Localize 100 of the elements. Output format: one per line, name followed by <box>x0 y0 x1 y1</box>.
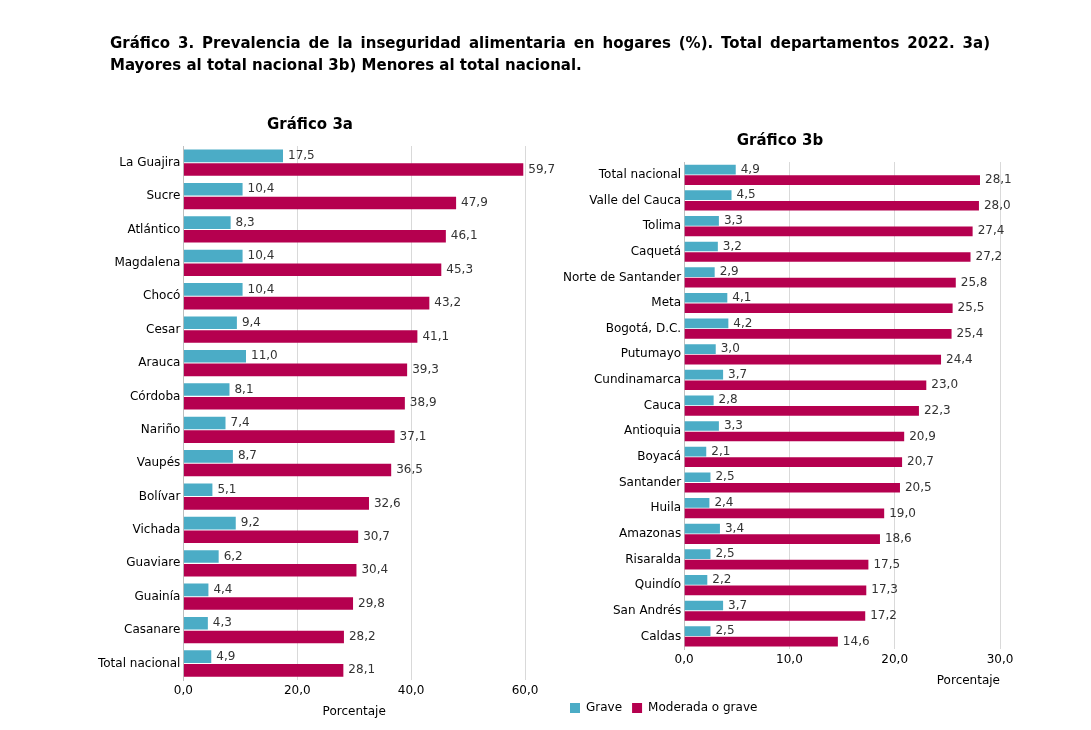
bar <box>684 216 719 226</box>
data-label: 2,2 <box>712 571 732 586</box>
data-label: 43,2 <box>434 295 462 310</box>
bar <box>684 549 711 560</box>
y-tick-label: Valle del Cauca <box>589 192 682 207</box>
bar <box>684 344 716 354</box>
bar <box>684 508 885 519</box>
data-label: 19,0 <box>889 505 916 520</box>
y-tick-label: Antioquia <box>624 423 682 438</box>
bar <box>684 559 869 570</box>
data-label: 9,4 <box>241 314 261 329</box>
data-label: 47,9 <box>461 195 488 210</box>
data-label: 17,3 <box>871 582 899 597</box>
chart-title: Gráfico 3a <box>267 114 353 133</box>
data-label: 11,0 <box>251 348 278 363</box>
bar <box>684 446 707 457</box>
data-label: 17,2 <box>870 608 897 623</box>
bar <box>684 472 711 483</box>
data-label: 4,5 <box>736 187 756 202</box>
bar <box>684 318 729 329</box>
bar <box>684 267 715 277</box>
bar <box>183 430 395 443</box>
bar <box>684 585 867 596</box>
data-label: 24,4 <box>946 351 973 366</box>
bar <box>183 664 344 677</box>
bar <box>684 523 720 534</box>
data-label: 3,4 <box>724 520 745 535</box>
y-tick-label: Meta <box>651 295 682 310</box>
y-tick-label: Total nacional <box>96 655 181 670</box>
bar <box>684 164 736 175</box>
bar <box>684 626 711 636</box>
data-label: 3,0 <box>720 341 740 356</box>
y-tick-label: Putumayo <box>620 346 682 361</box>
legend-label: Moderada o grave <box>648 700 758 715</box>
y-tick-label: Guainía <box>134 588 181 603</box>
data-label: 46,1 <box>450 228 478 243</box>
bar <box>684 252 971 262</box>
data-label: 4,3 <box>212 615 232 630</box>
bar <box>183 182 243 196</box>
data-label: 2,8 <box>718 392 738 407</box>
text: Gráfico 3. Prevalencia de la inseguridad alimentaria en hogares (%). Total departamentos 2022. 3a) Mayores al total nacional 3b) Menores al total nacional. <box>110 33 990 76</box>
data-label: 20,7 <box>907 454 934 469</box>
data-label: 3,3 <box>723 212 743 227</box>
data-label: 17,5 <box>873 556 901 571</box>
bar <box>183 283 243 296</box>
data-label: 2,9 <box>719 264 739 279</box>
chart-title: Gráfico 3b <box>736 130 824 149</box>
x-axis-title: Porcentaje <box>322 703 386 718</box>
bar <box>684 600 724 611</box>
data-label: 3,7 <box>728 597 748 612</box>
data-label: 28,0 <box>983 197 1011 212</box>
x-tick-label: 30,0 <box>986 651 1014 666</box>
data-label: 4,2 <box>733 315 753 330</box>
data-label: 4,9 <box>216 648 236 663</box>
bar <box>183 349 246 363</box>
bar <box>183 230 446 243</box>
data-label: 18,6 <box>884 531 912 546</box>
bar <box>183 249 243 263</box>
data-label: 28,2 <box>348 629 376 644</box>
bar <box>684 534 880 544</box>
data-label: 8,3 <box>235 214 255 229</box>
bar <box>684 226 973 237</box>
data-label: 5,1 <box>217 481 237 496</box>
y-tick-label: Magdalena <box>114 254 181 269</box>
data-label: 22,3 <box>923 402 951 417</box>
bar <box>684 482 900 493</box>
data-label: 8,7 <box>237 448 257 463</box>
data-label: 2,1 <box>711 443 731 458</box>
bar <box>183 497 369 510</box>
data-label: 3,3 <box>723 418 743 433</box>
bar <box>183 383 230 396</box>
data-label: 28,1 <box>348 662 376 677</box>
bar <box>684 369 724 380</box>
y-tick-label: Santander <box>618 474 682 489</box>
bar <box>183 516 236 530</box>
data-label: 38,9 <box>409 395 437 410</box>
bar <box>183 583 209 597</box>
data-label: 23,0 <box>931 377 959 392</box>
data-label: 10,4 <box>247 281 275 296</box>
bar <box>183 396 405 410</box>
bar <box>684 277 956 288</box>
data-label: 3,7 <box>728 366 748 381</box>
y-tick-label: Nariño <box>140 421 181 436</box>
data-label: 10,4 <box>247 248 275 263</box>
bar <box>183 463 392 477</box>
data-label: 27,2 <box>975 249 1003 264</box>
data-label: 28,1 <box>985 172 1012 187</box>
y-tick-label: Bolívar <box>138 488 181 503</box>
y-tick-label: Norte de Santander <box>562 269 682 284</box>
y-tick-label: Chocó <box>143 288 181 303</box>
data-label: 30,4 <box>361 562 389 577</box>
y-tick-label: Cauca <box>643 397 682 412</box>
bar <box>183 163 524 176</box>
y-tick-label: Risaralda <box>625 551 682 566</box>
data-label: 25,8 <box>960 274 988 289</box>
bar <box>183 630 344 644</box>
y-tick-label: Quindío <box>634 577 682 592</box>
bar <box>684 292 728 303</box>
data-label: 32,6 <box>373 495 401 510</box>
data-label: 14,6 <box>842 633 870 648</box>
